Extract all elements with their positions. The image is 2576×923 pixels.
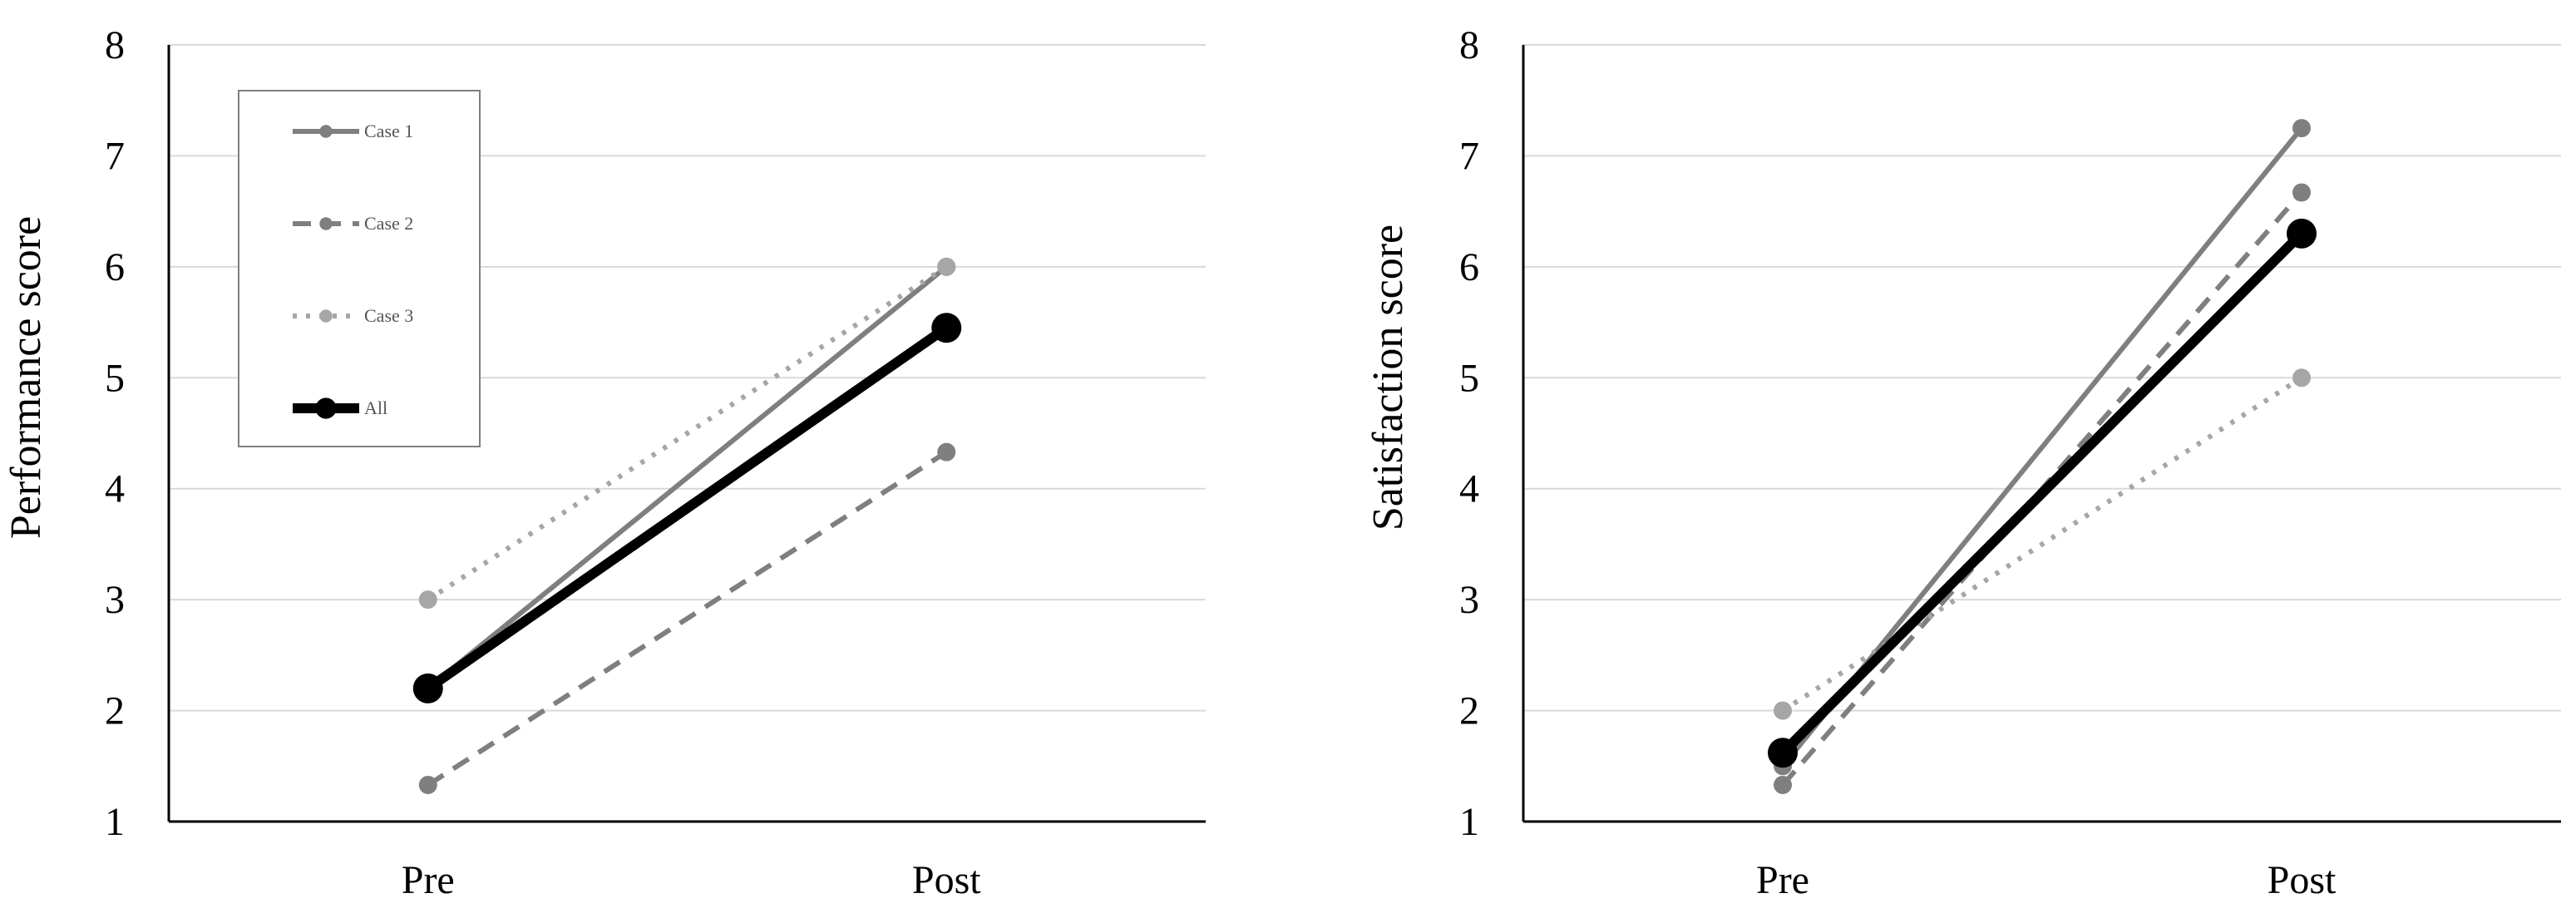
legend-item: Case 1 <box>293 121 413 141</box>
series-line <box>1781 375 2303 713</box>
data-point <box>1768 738 1798 768</box>
chart-panel-2: 1 2 3 4 5 6 7 8 Pre Post Satisfaction score <box>1364 23 2561 902</box>
data-point <box>412 673 443 703</box>
legend-label: Case 2 <box>364 213 413 234</box>
y-tick-label: 8 <box>105 23 125 67</box>
x-tick-label: Pre <box>402 858 455 902</box>
y-tick-label: 7 <box>1459 134 1479 178</box>
y-tick-label: 4 <box>1459 467 1479 511</box>
x-tick-label: Post <box>2268 858 2337 902</box>
data-point <box>2292 119 2311 138</box>
legend-box <box>238 90 481 447</box>
series-line <box>1779 230 2306 757</box>
legend-marker <box>319 217 333 230</box>
data-point <box>937 442 956 462</box>
y-tick-label: 5 <box>105 356 125 400</box>
data-point <box>2287 218 2317 249</box>
series-line <box>427 264 948 602</box>
legend-label: All <box>364 397 387 418</box>
series-all <box>412 313 962 703</box>
y-tick-label: 4 <box>105 467 125 511</box>
data-point <box>2292 183 2311 202</box>
x-tick-label: Post <box>912 858 981 902</box>
legend-marker <box>319 125 333 138</box>
series-case-2 <box>418 442 956 794</box>
series-case-3 <box>1774 368 2311 720</box>
legend: Case 1 Case 2 Case 3 All <box>238 90 481 447</box>
data-point <box>1774 775 1792 794</box>
y-axis-title: Performance score <box>2 216 50 539</box>
y-tick-label: 2 <box>105 689 125 733</box>
y-tick-label: 7 <box>105 134 125 178</box>
data-point <box>937 257 956 276</box>
series-line <box>426 264 949 691</box>
legend-item: All <box>293 397 387 419</box>
y-tick-label: 1 <box>105 800 125 844</box>
y-tick-label: 6 <box>1459 245 1479 289</box>
data-point <box>931 313 962 343</box>
data-point <box>418 590 437 610</box>
y-axis-title: Satisfaction score <box>1364 225 1412 531</box>
legend-item: Case 3 <box>293 305 413 326</box>
y-tick-label: 3 <box>1459 578 1479 622</box>
legend-marker <box>319 309 333 323</box>
data-point <box>2292 368 2311 387</box>
y-tick-label: 5 <box>1459 356 1479 400</box>
x-tick-label: Pre <box>1756 858 1809 902</box>
series-all <box>1768 218 2317 768</box>
series-case-3 <box>418 257 956 610</box>
series-line <box>425 323 950 693</box>
y-tick-label: 8 <box>1459 23 1479 67</box>
y-tick-label: 3 <box>105 578 125 622</box>
series-line <box>427 450 948 787</box>
y-tick-label: 6 <box>105 245 125 289</box>
y-tick-label: 2 <box>1459 689 1479 733</box>
data-point <box>418 775 437 794</box>
legend-marker <box>315 397 337 419</box>
legend-label: Case 1 <box>364 121 413 141</box>
legend-label: Case 3 <box>364 305 413 326</box>
y-tick-label: 1 <box>1459 800 1479 844</box>
legend-item: Case 2 <box>293 213 413 234</box>
data-point <box>1774 701 1792 720</box>
series-case-1 <box>418 257 956 698</box>
